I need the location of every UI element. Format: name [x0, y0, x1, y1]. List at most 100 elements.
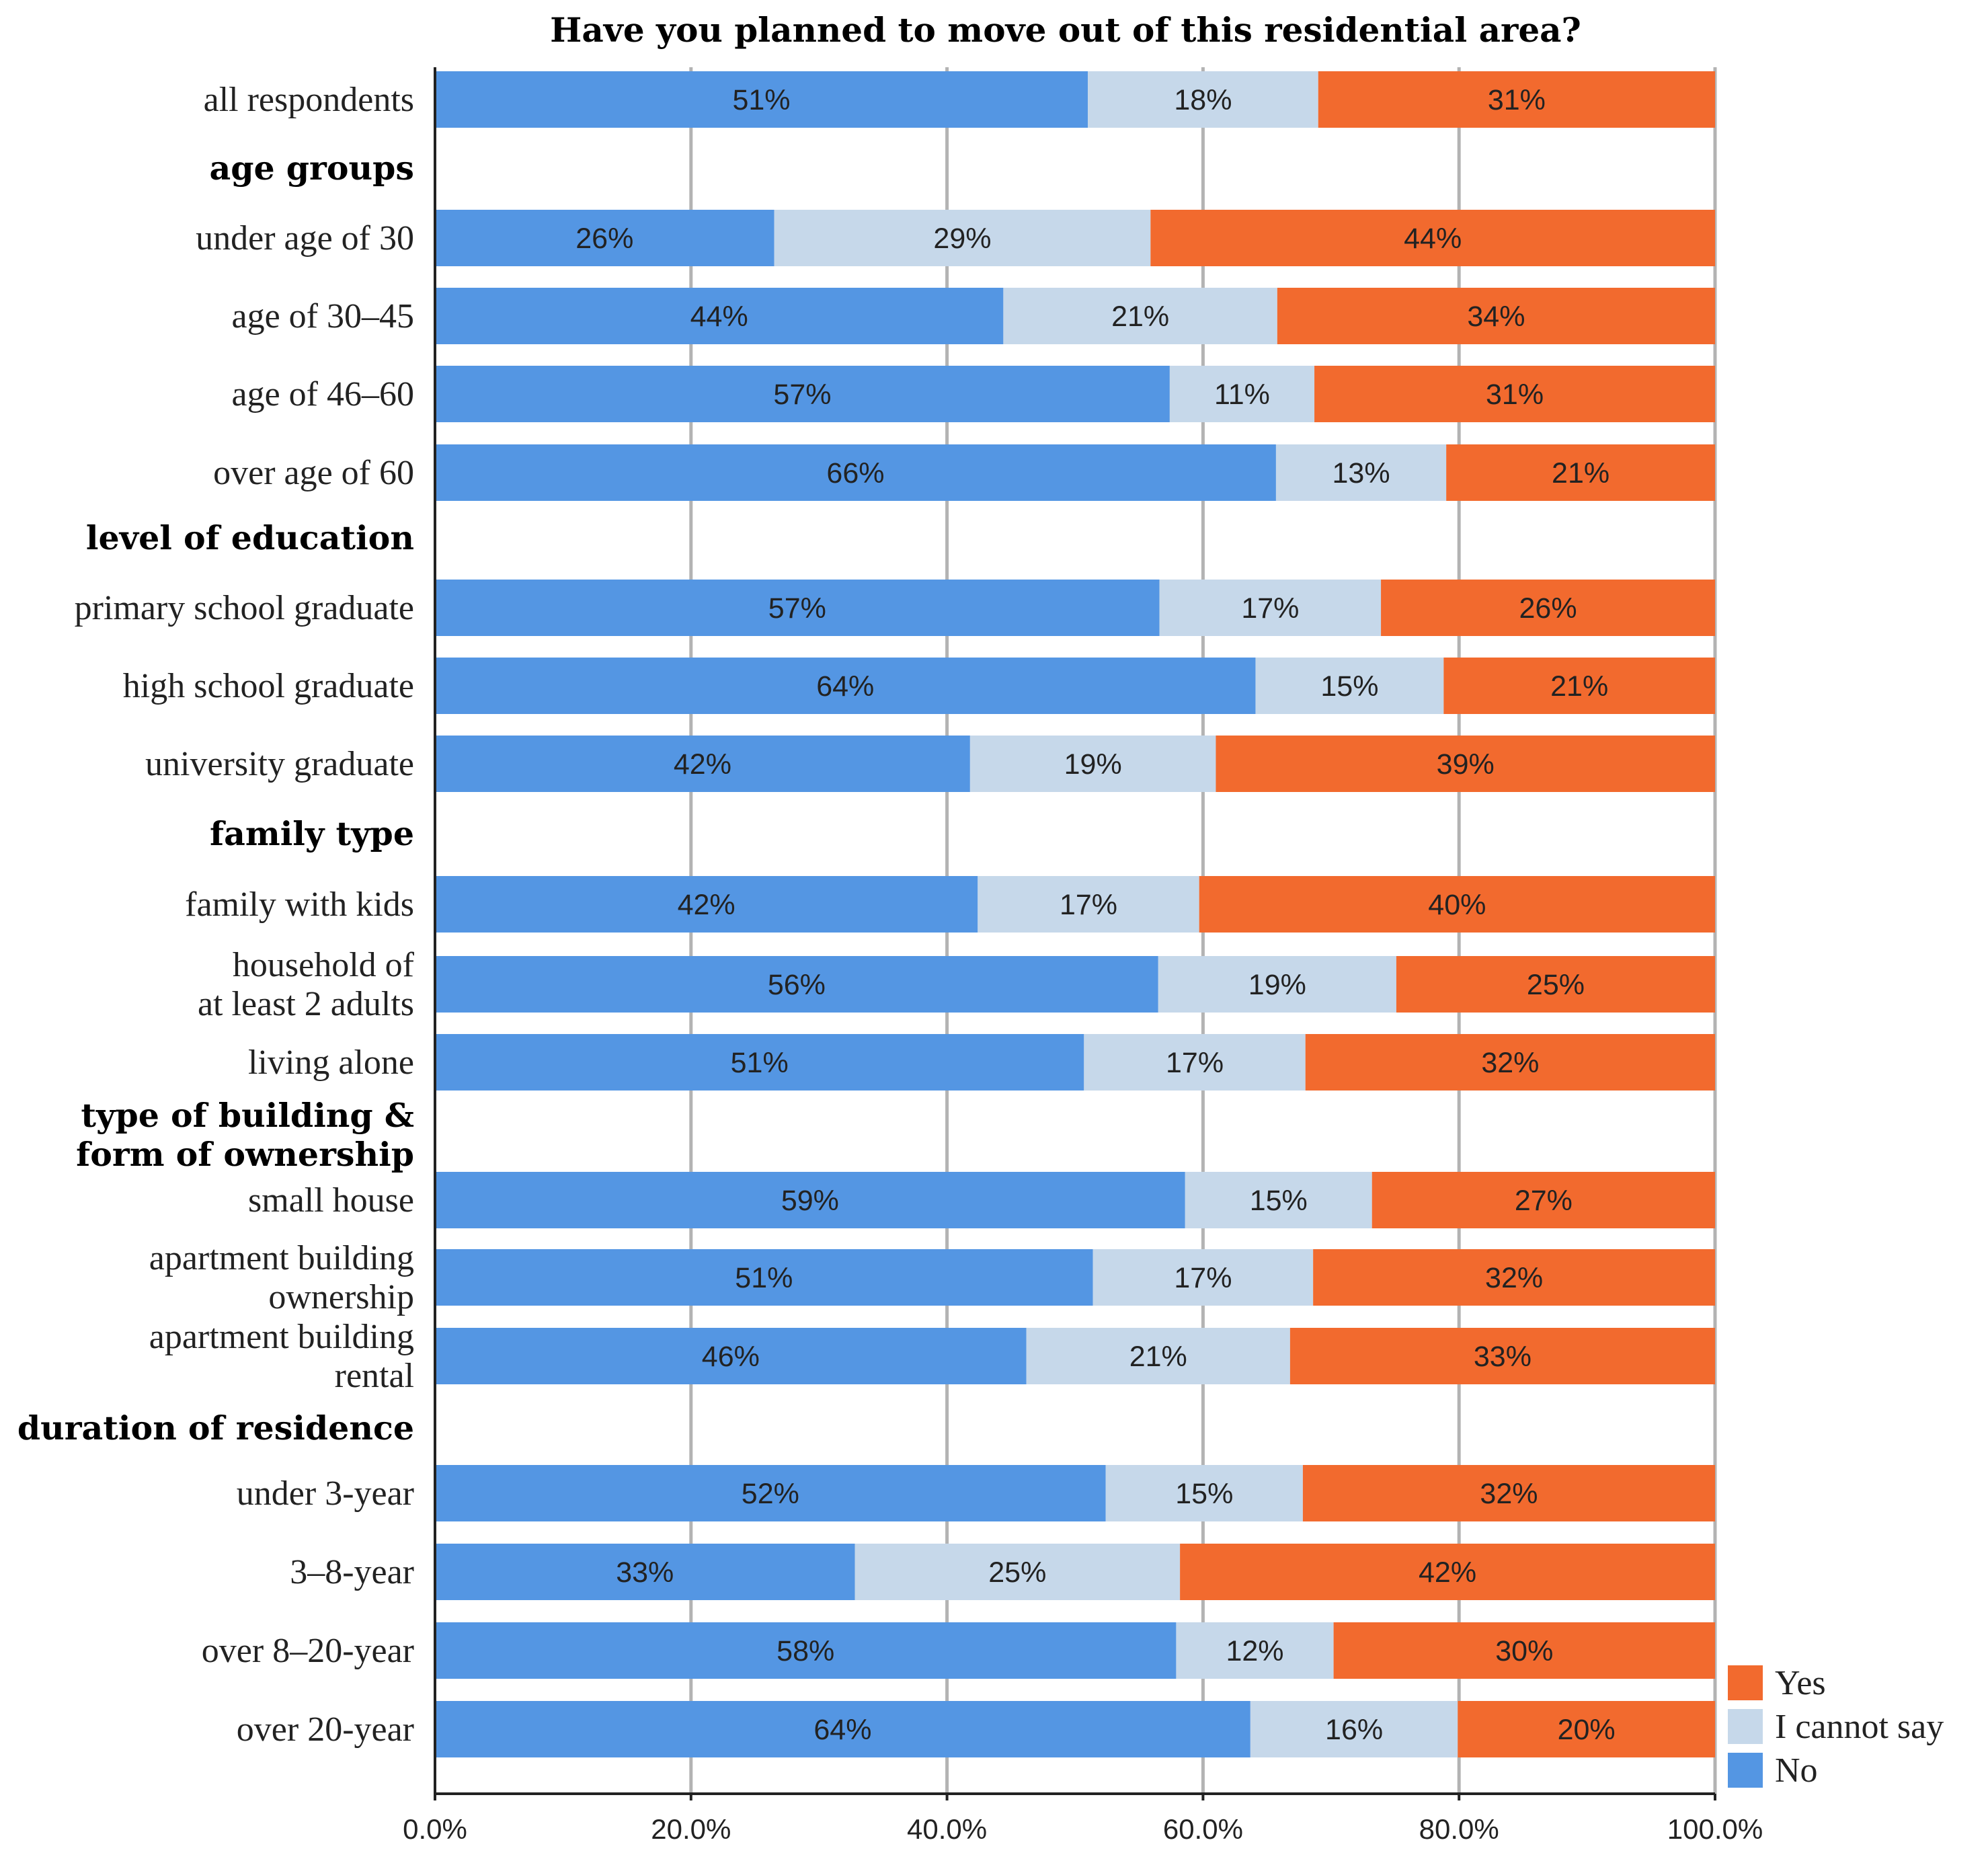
bar-segment-yes — [1446, 444, 1715, 501]
data-label: 16% — [1325, 1714, 1383, 1746]
bar-segment-no — [435, 210, 774, 266]
category-label: all respondents — [204, 81, 414, 119]
category-label: rental — [335, 1357, 414, 1395]
bar-segment-i-cannot-say — [978, 876, 1199, 933]
bar-segment-i-cannot-say — [1158, 956, 1396, 1013]
data-label: 15% — [1250, 1185, 1308, 1217]
data-label: 30% — [1495, 1635, 1553, 1667]
data-label: 17% — [1166, 1047, 1224, 1079]
data-label: 31% — [1486, 379, 1544, 411]
legend-swatch — [1728, 1665, 1763, 1700]
data-label: 66% — [826, 457, 884, 489]
bar-segment-i-cannot-say — [1185, 1172, 1372, 1228]
bar-segment-i-cannot-say — [854, 1544, 1181, 1600]
data-label: 33% — [1474, 1341, 1532, 1373]
legend-label: Yes — [1775, 1664, 1826, 1702]
x-tick-label: 40.0% — [907, 1813, 987, 1845]
bar-segment-no — [435, 1544, 855, 1600]
category-label: 3–8-year — [290, 1553, 414, 1591]
category-label: over 20-year — [237, 1710, 414, 1749]
data-label: 15% — [1320, 670, 1378, 703]
data-label: 31% — [1488, 84, 1546, 116]
bar-segment-i-cannot-say — [1255, 658, 1444, 714]
bar-segment-i-cannot-say — [1250, 1701, 1458, 1757]
data-label: 44% — [1404, 223, 1462, 255]
category-label: family with kids — [185, 885, 414, 924]
data-label: 58% — [777, 1635, 834, 1667]
legend-swatch — [1728, 1753, 1763, 1788]
bar-segment-yes — [1396, 956, 1715, 1013]
category-label: small house — [248, 1181, 414, 1220]
bar-segment-i-cannot-say — [1105, 1465, 1303, 1521]
x-tick-label: 20.0% — [651, 1813, 731, 1845]
data-label: 12% — [1226, 1635, 1283, 1667]
group-heading: type of building & — [81, 1096, 414, 1135]
bar-segment-i-cannot-say — [774, 210, 1151, 266]
data-label: 26% — [575, 223, 633, 255]
data-label: 40% — [1428, 889, 1486, 921]
bar-segment-no — [435, 956, 1158, 1013]
legend-swatch — [1728, 1709, 1763, 1744]
data-label: 21% — [1550, 670, 1608, 703]
data-label: 64% — [813, 1714, 871, 1746]
bar-segment-no — [435, 736, 970, 792]
chart-title: Have you planned to move out of this res… — [550, 10, 1581, 50]
bar-segment-yes — [1199, 876, 1715, 933]
group-heading: age groups — [210, 149, 414, 188]
bar-segment-no — [435, 1034, 1084, 1091]
data-label: 21% — [1111, 301, 1169, 333]
category-label: high school graduate — [123, 667, 414, 705]
bar-segment-no — [435, 1172, 1185, 1228]
x-axis: 0.0% 20.0% 40.0% 60.0% 80.0% 100.0% — [403, 67, 1763, 1845]
bar-segment-no — [435, 658, 1256, 714]
group-heading: level of education — [86, 518, 414, 557]
category-label: ownership — [268, 1278, 414, 1316]
bar-segment-yes — [1302, 1465, 1715, 1521]
bars: 51% 18% 31% 26% 29% 44% 44% 21% 34% 57% 11% 31% 66% 1… — [435, 71, 1715, 1757]
x-tick-label: 100.0% — [1667, 1813, 1763, 1845]
data-label: 39% — [1437, 748, 1495, 781]
bar-segment-no — [435, 366, 1170, 422]
category-label: over 8–20-year — [202, 1632, 414, 1670]
bar-segment-i-cannot-say — [1003, 288, 1277, 344]
bar-segment-no — [435, 876, 978, 933]
bar-segment-no — [435, 1328, 1027, 1384]
bar-segment-yes — [1443, 658, 1715, 714]
bar-segment-yes — [1216, 736, 1715, 792]
bar-segment-no — [435, 288, 1004, 344]
category-label: apartment building — [149, 1239, 414, 1277]
category-label: age of 30–45 — [232, 297, 414, 335]
bar-segment-yes — [1318, 71, 1715, 128]
data-label: 32% — [1480, 1478, 1538, 1510]
category-label: primary school graduate — [75, 589, 414, 627]
group-heading: form of ownership — [76, 1135, 414, 1174]
bar-segment-yes — [1314, 366, 1715, 422]
bar-segment-i-cannot-say — [1169, 366, 1315, 422]
bar-segment-no — [435, 580, 1160, 636]
data-label: 19% — [1064, 748, 1122, 781]
category-label: under 3-year — [237, 1474, 414, 1513]
data-label: 18% — [1174, 84, 1232, 116]
bar-segment-i-cannot-say — [969, 736, 1216, 792]
data-label: 57% — [768, 592, 826, 625]
category-label: living alone — [248, 1043, 414, 1082]
data-label: 42% — [678, 889, 735, 921]
bar-segment-i-cannot-say — [1088, 71, 1318, 128]
data-label: 21% — [1129, 1341, 1187, 1373]
data-label: 25% — [988, 1556, 1046, 1589]
data-label: 27% — [1515, 1185, 1573, 1217]
category-label: university graduate — [145, 745, 414, 783]
bar-segment-i-cannot-say — [1275, 444, 1447, 501]
data-label: 15% — [1175, 1478, 1233, 1510]
data-label: 59% — [781, 1185, 839, 1217]
bar-segment-no — [435, 444, 1276, 501]
category-label: age of 46–60 — [232, 375, 414, 413]
data-label: 32% — [1485, 1262, 1543, 1294]
bar-segment-yes — [1313, 1249, 1715, 1306]
bar-segment-i-cannot-say — [1092, 1249, 1314, 1306]
bar-segment-yes — [1305, 1034, 1715, 1091]
bar-segment-yes — [1333, 1622, 1715, 1679]
legend-label: No — [1775, 1751, 1818, 1790]
data-label: 51% — [735, 1262, 793, 1294]
data-label: 57% — [773, 379, 831, 411]
